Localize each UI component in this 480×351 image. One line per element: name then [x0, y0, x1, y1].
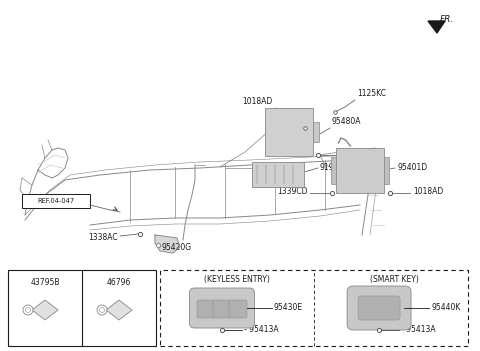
Circle shape	[97, 305, 107, 315]
Text: 1125KC: 1125KC	[357, 89, 386, 98]
Text: 1338AC: 1338AC	[88, 232, 118, 241]
Text: (KEYLESS ENTRY): (KEYLESS ENTRY)	[204, 275, 270, 284]
Bar	[265, 108, 313, 156]
Bar	[331, 157, 336, 184]
Bar	[160, 270, 468, 346]
Text: 46796: 46796	[107, 278, 131, 287]
Bar	[336, 148, 384, 193]
Polygon shape	[428, 21, 445, 33]
Bar	[384, 157, 389, 184]
FancyBboxPatch shape	[358, 296, 400, 320]
Circle shape	[99, 307, 105, 312]
Bar	[8, 270, 156, 346]
Bar	[22, 194, 90, 208]
Text: FR.: FR.	[440, 15, 454, 24]
Text: 91950N: 91950N	[320, 163, 350, 172]
Text: 95401D: 95401D	[397, 163, 427, 172]
Text: 95420G: 95420G	[162, 244, 192, 252]
Text: (SMART KEY): (SMART KEY)	[370, 275, 419, 284]
Text: 95430E: 95430E	[274, 303, 303, 311]
Text: 1018AD: 1018AD	[242, 97, 272, 106]
Text: - 95413A: - 95413A	[401, 325, 436, 333]
Text: 95480A: 95480A	[332, 117, 361, 126]
Circle shape	[25, 307, 31, 312]
Text: 43795B: 43795B	[30, 278, 60, 287]
FancyBboxPatch shape	[213, 300, 231, 318]
Text: REF.04-047: REF.04-047	[37, 198, 74, 204]
Text: 1339CC: 1339CC	[347, 150, 377, 159]
Bar	[252, 162, 304, 187]
Bar	[313, 122, 319, 141]
FancyBboxPatch shape	[347, 286, 411, 330]
FancyBboxPatch shape	[197, 300, 215, 318]
Circle shape	[23, 305, 33, 315]
FancyBboxPatch shape	[229, 300, 247, 318]
Polygon shape	[106, 300, 132, 320]
FancyBboxPatch shape	[190, 288, 254, 328]
Polygon shape	[155, 235, 180, 253]
Text: - 95413A: - 95413A	[244, 325, 278, 333]
Text: 1339CD: 1339CD	[277, 187, 308, 197]
Text: 95440K: 95440K	[431, 303, 460, 311]
Polygon shape	[32, 300, 58, 320]
Text: 1018AD: 1018AD	[413, 187, 443, 197]
